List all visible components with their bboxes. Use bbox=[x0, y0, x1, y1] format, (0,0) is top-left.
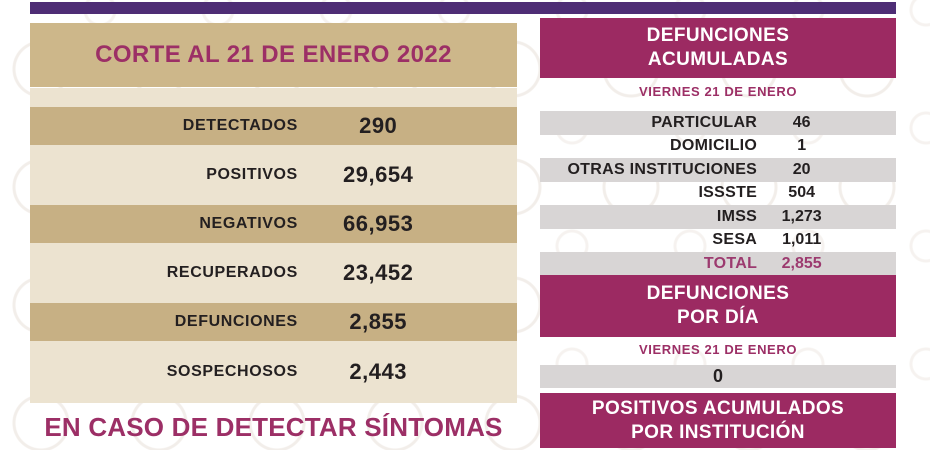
table-row: POSITIVOS 29,654 bbox=[30, 145, 517, 205]
row-label: SOSPECHOSOS bbox=[166, 363, 298, 380]
row-value: 504 bbox=[788, 184, 815, 202]
section-header-deaths-accumulated: DEFUNCIONES ACUMULADAS bbox=[540, 18, 896, 78]
report-title-band: CORTE AL 21 DE ENERO 2022 bbox=[30, 23, 517, 87]
report-title: CORTE AL 21 DE ENERO 2022 bbox=[95, 41, 452, 68]
row-label: DOMICILIO bbox=[670, 137, 758, 155]
section-date: VIERNES 21 DE ENERO bbox=[638, 342, 798, 357]
table-row: DEFUNCIONES 2,855 bbox=[30, 303, 517, 341]
row-label: POSITIVOS bbox=[206, 166, 298, 183]
summary-table: DETECTADOS 290 POSITIVOS 29,654 NEGATIVO… bbox=[30, 88, 517, 403]
section-header-line: POR DÍA bbox=[677, 307, 759, 328]
deaths-by-institution-table: PARTICULAR 46 DOMICILIO 1 OTRAS INSTITUC… bbox=[540, 111, 896, 276]
section-header-line: POSITIVOS ACUMULADOS bbox=[591, 397, 845, 419]
table-row: SESA 1,011 bbox=[540, 229, 896, 253]
row-value: 46 bbox=[792, 113, 811, 131]
row-label: DEFUNCIONES bbox=[174, 313, 298, 330]
row-label: RECUPERADOS bbox=[166, 264, 298, 281]
row-label: PARTICULAR bbox=[651, 113, 758, 131]
table-row: ISSSTE 504 bbox=[540, 182, 896, 206]
row-value: 1 bbox=[797, 137, 807, 155]
table-row: DETECTADOS 290 bbox=[30, 107, 517, 145]
row-value: 2,443 bbox=[349, 359, 407, 384]
table-row: DOMICILIO 1 bbox=[540, 135, 896, 159]
section-header-positives-by-institution: POSITIVOS ACUMULADOS POR INSTITUCIÓN bbox=[540, 393, 896, 448]
row-value: 290 bbox=[359, 113, 398, 138]
table-row: NEGATIVOS 66,953 bbox=[30, 205, 517, 243]
table-row: PARTICULAR 46 bbox=[540, 111, 896, 135]
row-value: 2,855 bbox=[781, 254, 822, 272]
row-label: ISSSTE bbox=[698, 184, 758, 202]
row-value: 1,011 bbox=[782, 231, 822, 249]
top-accent-bar bbox=[30, 2, 896, 14]
section-header-line: DEFUNCIONES bbox=[646, 25, 790, 47]
row-value: 23,452 bbox=[343, 260, 414, 285]
row-value: 1,273 bbox=[781, 207, 822, 225]
row-label: IMSS bbox=[716, 207, 758, 225]
row-label: TOTAL bbox=[703, 254, 758, 272]
deaths-per-day-value: 0 bbox=[540, 365, 896, 388]
section-header-line: ACUMULADAS bbox=[647, 49, 789, 70]
row-value: 29,654 bbox=[343, 162, 414, 187]
row-value: 66,953 bbox=[343, 211, 414, 236]
table-row: IMSS 1,273 bbox=[540, 205, 896, 229]
row-label: SESA bbox=[712, 231, 758, 249]
table-row-total: TOTAL 2,855 bbox=[540, 252, 896, 276]
row-value: 20 bbox=[792, 160, 811, 178]
table-row: OTRAS INSTITUCIONES 20 bbox=[540, 158, 896, 182]
table-row: RECUPERADOS 23,452 bbox=[30, 243, 517, 303]
row-value: 2,855 bbox=[349, 309, 407, 334]
section-header-deaths-per-day: DEFUNCIONES POR DÍA bbox=[540, 275, 896, 337]
symptoms-callout: EN CASO DE DETECTAR SÍNTOMAS bbox=[44, 412, 503, 442]
row-label: OTRAS INSTITUCIONES bbox=[567, 160, 758, 178]
row-label: NEGATIVOS bbox=[199, 215, 298, 232]
table-row: SOSPECHOSOS 2,443 bbox=[30, 341, 517, 403]
section-header-line: POR INSTITUCIÓN bbox=[631, 421, 805, 443]
section-header-line: DEFUNCIONES bbox=[646, 283, 790, 305]
row-label: DETECTADOS bbox=[182, 117, 298, 134]
section-date: VIERNES 21 DE ENERO bbox=[638, 84, 798, 99]
